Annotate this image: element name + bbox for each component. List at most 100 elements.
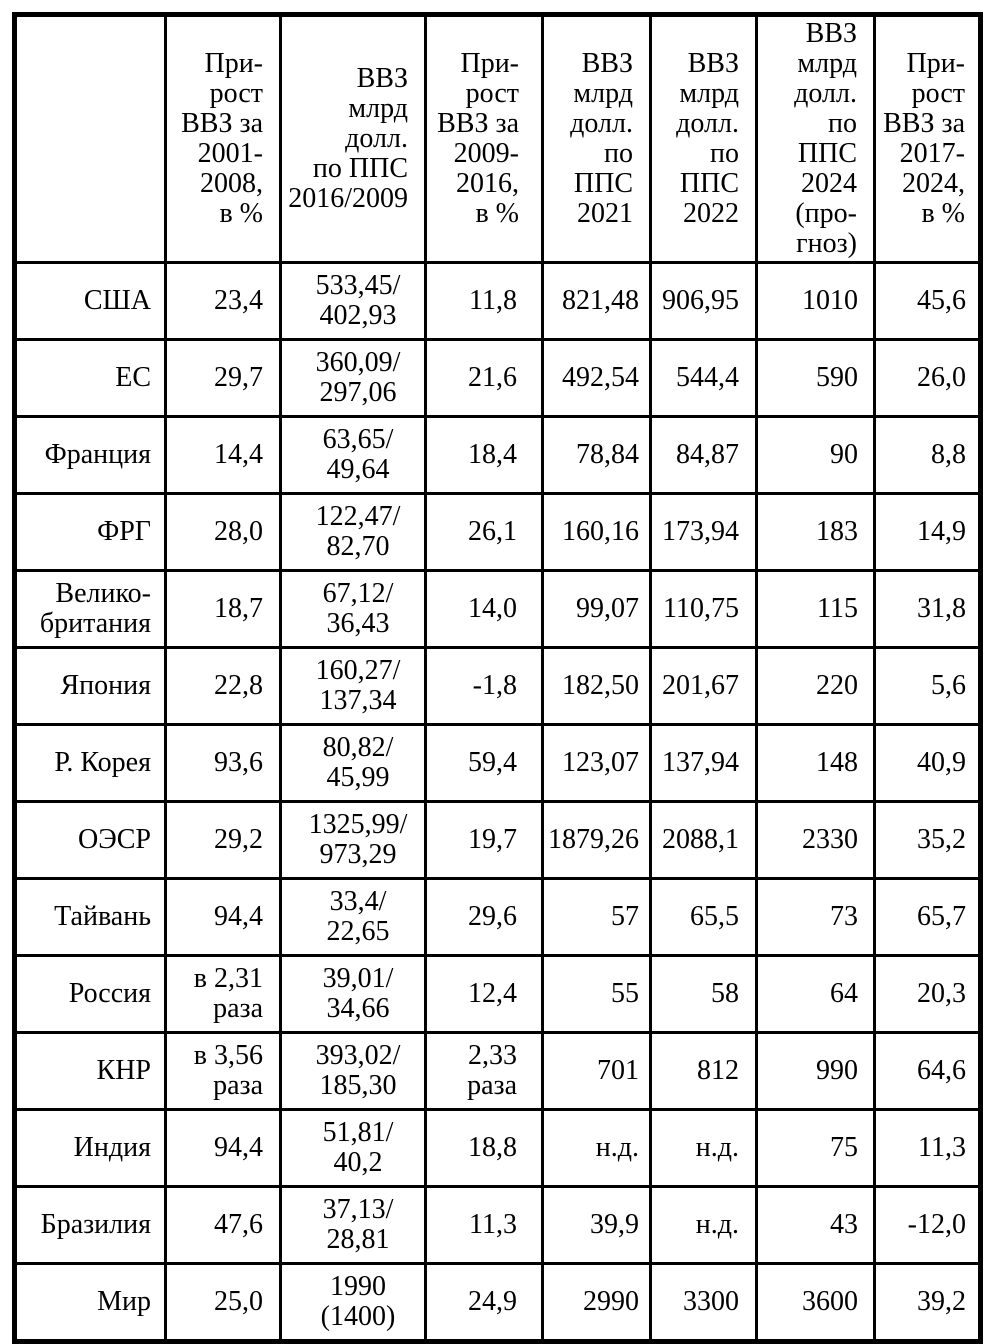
data-cell: 63,65/ 49,64 xyxy=(279,414,427,495)
data-cell: 29,2 xyxy=(164,799,282,880)
data-cell: 55 xyxy=(541,953,652,1034)
table-row: Россия в 2,31 раза 39,01/ 34,66 12,4 55 58 64 2… xyxy=(13,953,982,1034)
data-cell: 40,9 xyxy=(873,722,982,803)
data-cell: 67,12/ 36,43 xyxy=(279,568,427,649)
column-header: ВВЗ млрд долл. по ППС 2016/2009 xyxy=(279,13,427,264)
data-cell: 11,3 xyxy=(424,1184,544,1265)
data-cell: 14,0 xyxy=(424,568,544,649)
data-cell: 544,4 xyxy=(649,337,758,418)
data-cell: 93,6 xyxy=(164,722,282,803)
table-row: Р. Корея 93,6 80,82/ 45,99 59,4 123,07 137,94… xyxy=(13,722,982,803)
data-cell: 123,07 xyxy=(541,722,652,803)
data-cell: 94,4 xyxy=(164,876,282,957)
data-cell: 39,9 xyxy=(541,1184,652,1265)
data-cell: 59,4 xyxy=(424,722,544,803)
data-cell: -1,8 xyxy=(424,645,544,726)
table-row: Тайвань 94,4 33,4/ 22,65 29,6 57 65,5 73 65,7 xyxy=(13,876,982,957)
data-cell: 64 xyxy=(755,953,876,1034)
data-cell: 11,3 xyxy=(873,1107,982,1188)
data-cell: 22,8 xyxy=(164,645,282,726)
data-cell: 701 xyxy=(541,1030,652,1111)
document-page: При- рост ВВЗ за 2001- 2008, в % ВВЗ млрд… xyxy=(12,12,983,1344)
data-cell: 906,95 xyxy=(649,260,758,341)
data-cell: 29,6 xyxy=(424,876,544,957)
data-table: При- рост ВВЗ за 2001- 2008, в % ВВЗ млрд… xyxy=(12,12,983,1344)
data-cell: 31,8 xyxy=(873,568,982,649)
data-cell: 39,01/ 34,66 xyxy=(279,953,427,1034)
data-cell: 110,75 xyxy=(649,568,758,649)
data-cell: 137,94 xyxy=(649,722,758,803)
data-cell: 26,0 xyxy=(873,337,982,418)
data-cell: 14,9 xyxy=(873,491,982,572)
data-cell: 28,0 xyxy=(164,491,282,572)
data-cell: 29,7 xyxy=(164,337,282,418)
data-cell: 5,6 xyxy=(873,645,982,726)
table-row: КНР в 3,56 раза 393,02/ 185,30 2,33 раза 701… xyxy=(13,1030,982,1111)
data-cell: 173,94 xyxy=(649,491,758,572)
data-cell: 3600 xyxy=(755,1261,876,1343)
data-cell: 73 xyxy=(755,876,876,957)
table-row: Индия 94,4 51,81/ 40,2 18,8 н.д. н.д. 75 11,3 xyxy=(13,1107,982,1188)
data-cell: 75 xyxy=(755,1107,876,1188)
data-cell: 8,8 xyxy=(873,414,982,495)
data-cell: 37,13/ 28,81 xyxy=(279,1184,427,1265)
country-cell: Япония xyxy=(13,645,167,726)
country-cell: ЕС xyxy=(13,337,167,418)
data-cell: 1879,26 xyxy=(541,799,652,880)
data-cell: 201,67 xyxy=(649,645,758,726)
header-row: При- рост ВВЗ за 2001- 2008, в % ВВЗ млрд… xyxy=(13,13,982,264)
table-row: Бразилия 47,6 37,13/ 28,81 11,3 39,9 н.д. 43 -1… xyxy=(13,1184,982,1265)
data-cell: 26,1 xyxy=(424,491,544,572)
data-cell: 39,2 xyxy=(873,1261,982,1343)
column-header: ВВЗ млрд долл. по ППС 2022 xyxy=(649,13,758,264)
column-header: При- рост ВВЗ за 2001- 2008, в % xyxy=(164,13,282,264)
data-cell: 393,02/ 185,30 xyxy=(279,1030,427,1111)
data-cell: 183 xyxy=(755,491,876,572)
data-cell: в 2,31 раза xyxy=(164,953,282,1034)
data-cell: 160,27/ 137,34 xyxy=(279,645,427,726)
data-cell: 115 xyxy=(755,568,876,649)
data-cell: 821,48 xyxy=(541,260,652,341)
data-cell: 160,16 xyxy=(541,491,652,572)
data-cell: 65,7 xyxy=(873,876,982,957)
table-row: Япония 22,8 160,27/ 137,34 -1,8 182,50 201,67… xyxy=(13,645,982,726)
data-cell: -12,0 xyxy=(873,1184,982,1265)
data-cell: 24,9 xyxy=(424,1261,544,1343)
data-cell: 33,4/ 22,65 xyxy=(279,876,427,957)
data-cell: 2990 xyxy=(541,1261,652,1343)
data-cell: 25,0 xyxy=(164,1261,282,1343)
data-cell: 19,7 xyxy=(424,799,544,880)
data-cell: 3300 xyxy=(649,1261,758,1343)
country-cell: Индия xyxy=(13,1107,167,1188)
country-cell: Тайвань xyxy=(13,876,167,957)
country-cell: Р. Корея xyxy=(13,722,167,803)
data-cell: 94,4 xyxy=(164,1107,282,1188)
data-cell: в 3,56 раза xyxy=(164,1030,282,1111)
table-row: ЕС 29,7 360,09/ 297,06 21,6 492,54 544,4 590 26… xyxy=(13,337,982,418)
data-cell: 590 xyxy=(755,337,876,418)
data-cell: 20,3 xyxy=(873,953,982,1034)
data-cell: 1990 (1400) xyxy=(279,1261,427,1343)
data-cell: 492,54 xyxy=(541,337,652,418)
data-cell: н.д. xyxy=(649,1107,758,1188)
data-cell: 148 xyxy=(755,722,876,803)
data-cell: н.д. xyxy=(541,1107,652,1188)
table-row: Франция 14,4 63,65/ 49,64 18,4 78,84 84,87 90 8… xyxy=(13,414,982,495)
column-header: ВВЗ млрд долл. по ППС 2021 xyxy=(541,13,652,264)
table-row: Мир 25,0 1990 (1400) 24,9 2990 3300 3600 39,2 xyxy=(13,1261,982,1343)
data-cell: 18,4 xyxy=(424,414,544,495)
data-cell: 58 xyxy=(649,953,758,1034)
data-cell: 2,33 раза xyxy=(424,1030,544,1111)
data-cell: 90 xyxy=(755,414,876,495)
table-row: ОЭСР 29,2 1325,99/ 973,29 19,7 1879,26 2088,1… xyxy=(13,799,982,880)
country-cell: ФРГ xyxy=(13,491,167,572)
table-row: ФРГ 28,0 122,47/ 82,70 26,1 160,16 173,94 183 1… xyxy=(13,491,982,572)
data-cell: 990 xyxy=(755,1030,876,1111)
data-cell: 64,6 xyxy=(873,1030,982,1111)
data-cell: 35,2 xyxy=(873,799,982,880)
data-cell: 18,7 xyxy=(164,568,282,649)
column-header: При- рост ВВЗ за 2017- 2024, в % xyxy=(873,13,982,264)
data-cell: н.д. xyxy=(649,1184,758,1265)
data-cell: 23,4 xyxy=(164,260,282,341)
data-cell: 1010 xyxy=(755,260,876,341)
